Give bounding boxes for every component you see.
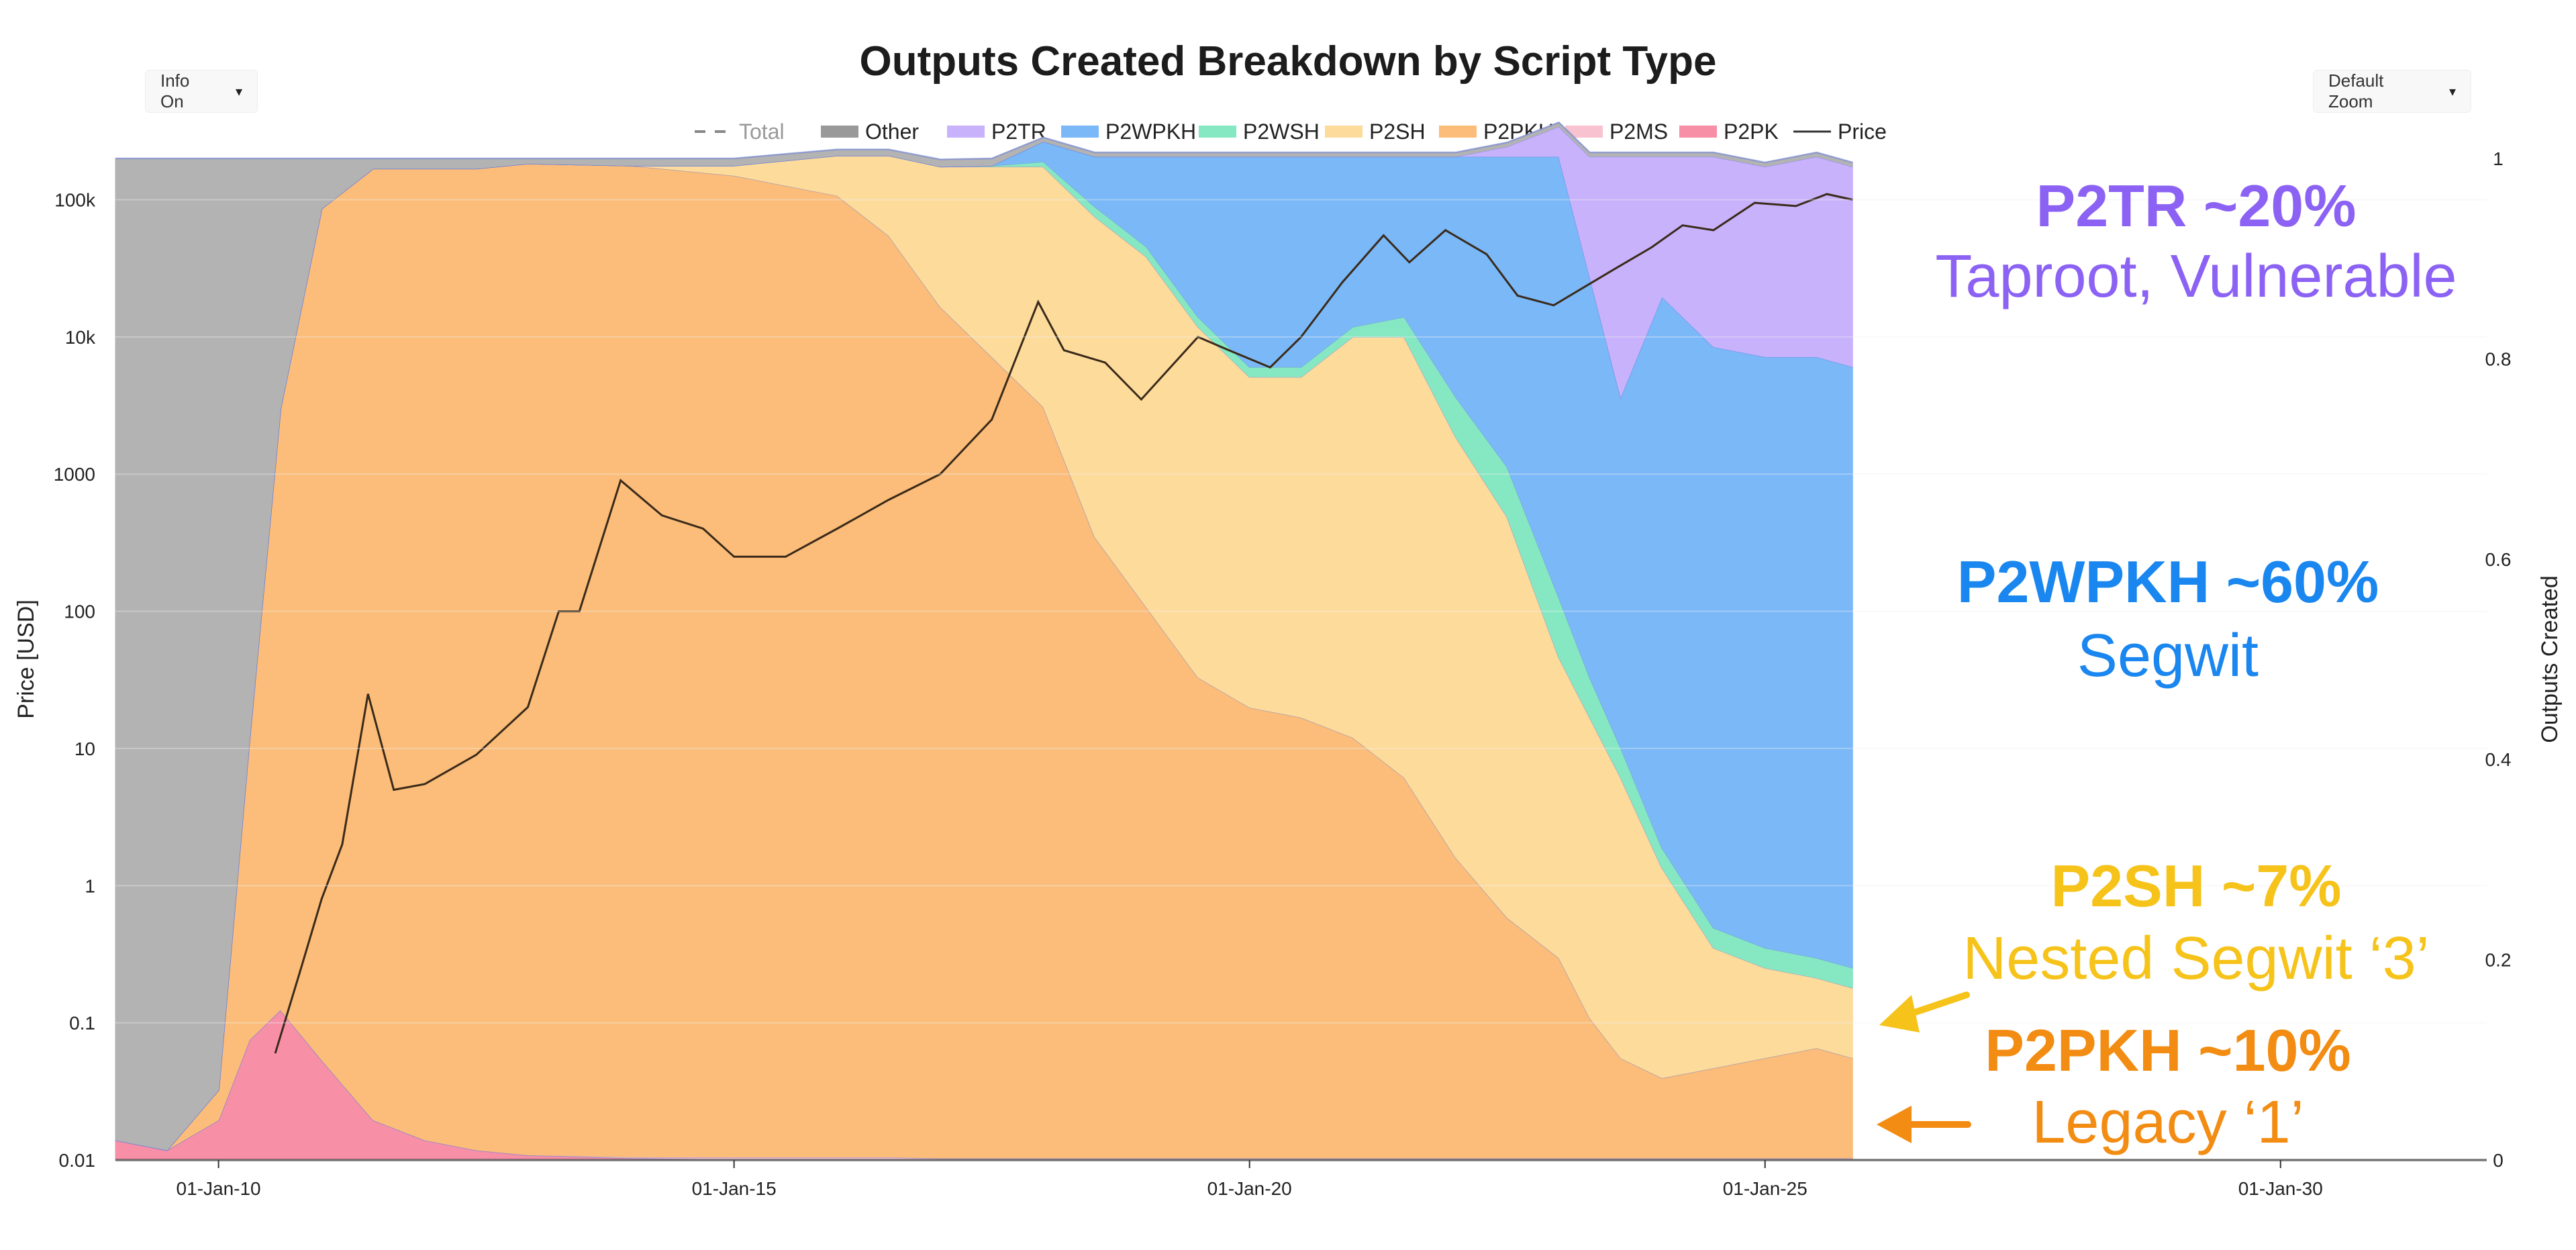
info-toggle-label: Info On: [160, 70, 190, 111]
left-tick-label: 1000: [54, 464, 95, 485]
x-tick-label: 01-Jan-10: [177, 1178, 261, 1199]
x-tick-label: 01-Jan-25: [1723, 1178, 1807, 1199]
right-tick-label: 0: [2493, 1150, 2504, 1171]
annotation-title: P2WPKH ~60%: [1957, 548, 2379, 615]
plot-area: [115, 121, 1853, 1161]
annotation-title: P2PKH ~10%: [1985, 1017, 2350, 1084]
legend-item-p2ms: P2MS: [1565, 119, 1668, 144]
legend-swatch: [1679, 126, 1717, 138]
right-tick-label: 1: [2493, 148, 2504, 169]
area-edge-other: [115, 121, 1853, 164]
right-tick-label: 0.4: [2485, 749, 2512, 770]
legend-label: P2MS: [1609, 119, 1668, 144]
legend-item-total: Total: [695, 119, 785, 144]
legend-item-p2sh: P2SH: [1325, 119, 1426, 144]
arrow-head: [1877, 1106, 1912, 1143]
legend: Total Other P2TR P2WPKH P2WSH P2SH P2PKH P2MS P2…: [695, 119, 1887, 144]
right-tick-label: 0.6: [2485, 549, 2512, 570]
annotation-subtitle: Taproot, Vulnerable: [1935, 243, 2457, 310]
arrow-p2sh-icon: [1879, 992, 1970, 1032]
y-axis-title-right: Outputs Created: [2537, 575, 2563, 742]
legend-label: Price: [1838, 119, 1887, 144]
legend-swatch: [1565, 126, 1603, 138]
legend-item-price: Price: [1793, 119, 1887, 144]
x-tick-label: 01-Jan-15: [692, 1178, 777, 1199]
price-line: [274, 193, 1853, 1054]
annotation-title: P2TR ~20%: [2036, 173, 2357, 239]
right-tick-label: 0.8: [2485, 348, 2512, 369]
annotation-subtitle: Segwit: [2077, 622, 2259, 689]
annotation-p2wpkh-60: P2WPKH ~60% Segwit: [1957, 548, 2379, 689]
axes: 100k 10k 1000 100 10 1 0.1 0.01 1 0.8 0.6 0.4 0.2 0 01…: [13, 148, 2563, 1199]
annotation-p2sh-7: P2SH ~7%Nested Segwit ‘3’: [1963, 853, 2429, 992]
legend-item-p2wpkh: P2WPKH: [1061, 119, 1196, 144]
legend-swatch: [947, 126, 985, 138]
chevron-down-icon: ▾: [235, 84, 242, 99]
x-tick-label: 01-Jan-30: [2238, 1178, 2323, 1199]
legend-swatch: [1061, 126, 1099, 138]
info-toggle-button[interactable]: Info On ▾: [145, 70, 258, 113]
legend-item-p2tr: P2TR: [947, 119, 1046, 144]
annotations: P2TR ~20%Taproot, Vulnerable P2WPKH ~60% S…: [1877, 173, 2457, 1156]
left-tick-label: 100: [64, 602, 95, 622]
legend-item-p2wsh: P2WSH: [1199, 119, 1320, 144]
left-tick-label: 10: [75, 738, 95, 759]
x-tick-label: 01-Jan-20: [1207, 1178, 1292, 1199]
chart-title: Outputs Created Breakdown by Script Type: [860, 38, 1717, 85]
legend-swatch: [1325, 126, 1363, 138]
arrow-head: [1879, 995, 1920, 1032]
zoom-select[interactable]: Default Zoom ▾: [2313, 70, 2471, 113]
annotation-title: P2SH ~7%: [2051, 853, 2342, 919]
annotation-p2tr-20: P2TR ~20%Taproot, Vulnerable: [1935, 173, 2457, 310]
legend-label: P2PK: [1724, 119, 1779, 144]
zoom-select-label: Default Zoom: [2328, 70, 2384, 111]
left-tick-label: 1: [85, 875, 95, 896]
legend-label: P2SH: [1369, 119, 1426, 144]
y-axis-title-left: Price [USD]: [13, 599, 39, 719]
legend-label: Total: [739, 119, 785, 144]
annotation-p2pkh-10: P2PKH ~10%Legacy ‘1’: [1985, 1017, 2350, 1156]
left-tick-label: 0.1: [69, 1013, 95, 1034]
legend-item-other: Other: [821, 119, 919, 144]
chevron-down-icon: ▾: [2448, 84, 2456, 99]
annotation-subtitle: Legacy ‘1’: [2032, 1089, 2303, 1156]
left-tick-label: 10k: [65, 327, 96, 348]
legend-label: P2WSH: [1243, 119, 1320, 144]
left-tick-label: 100k: [54, 190, 96, 211]
left-tick-label: 0.01: [59, 1150, 96, 1171]
legend-item-p2pk: P2PK: [1679, 119, 1779, 144]
arrow-p2pkh-icon: [1877, 1106, 1971, 1143]
legend-swatch: [821, 126, 858, 138]
legend-swatch: [1199, 126, 1236, 138]
annotation-subtitle: Nested Segwit ‘3’: [1963, 925, 2429, 992]
right-tick-label: 0.2: [2485, 950, 2512, 971]
legend-label: Other: [865, 119, 919, 144]
legend-swatch: [1439, 126, 1477, 138]
legend-label: P2WPKH: [1105, 119, 1196, 144]
